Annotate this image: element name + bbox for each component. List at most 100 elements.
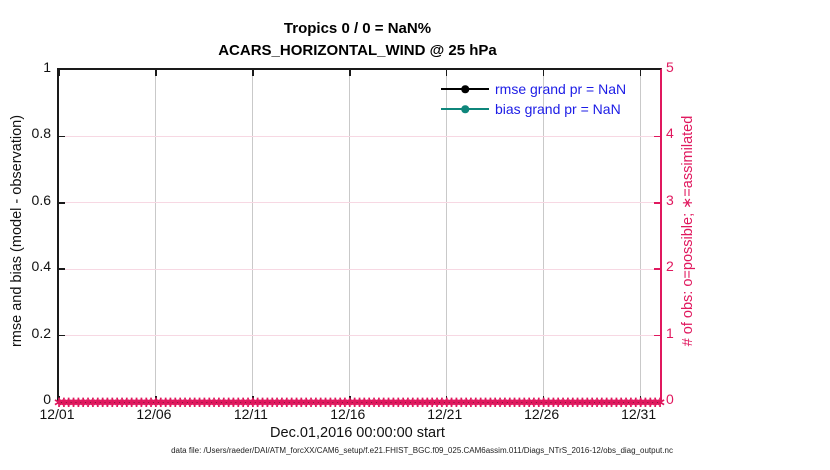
obs-marker: ∗ bbox=[629, 393, 643, 411]
obs-marker: ∗ bbox=[333, 393, 347, 411]
obs-marker: ∗ bbox=[600, 393, 613, 411]
obs-marker: ∗ bbox=[178, 393, 192, 411]
obs-marker: ∗ bbox=[411, 393, 424, 411]
obs-marker: ∗ bbox=[154, 393, 168, 411]
y-tick-mark-right bbox=[654, 334, 660, 337]
obs-marker: ∗ bbox=[110, 393, 124, 411]
legend-line-bias bbox=[441, 105, 489, 113]
y-tick-mark-left bbox=[59, 202, 65, 204]
obs-marker: ∗ bbox=[571, 393, 584, 411]
obs-marker: ∗ bbox=[86, 393, 100, 411]
obs-marker: ∗ bbox=[406, 393, 420, 411]
x-tick-mark-top bbox=[349, 70, 351, 76]
obs-marker: ∗ bbox=[173, 393, 187, 411]
obs-marker: ∗ bbox=[251, 393, 264, 411]
obs-marker: ∗ bbox=[227, 393, 240, 411]
x-tick-mark-top bbox=[155, 70, 157, 76]
y-left-tick-label: 1 bbox=[43, 59, 51, 75]
gridline-vertical bbox=[543, 70, 545, 402]
legend-label-rmse: rmse grand pr = NaN bbox=[495, 81, 627, 97]
obs-marker: ∗ bbox=[372, 393, 386, 411]
obs-marker: ∗ bbox=[440, 393, 454, 411]
y-tick-mark-left bbox=[59, 268, 65, 270]
x-tick-mark-bottom bbox=[155, 396, 157, 402]
obs-marker: ∗ bbox=[125, 393, 138, 411]
obs-marker: ∗ bbox=[527, 393, 541, 411]
y-right-tick-label: 5 bbox=[666, 59, 674, 75]
y-right-tick-label: 3 bbox=[666, 191, 674, 208]
obs-marker: ∗ bbox=[421, 393, 434, 411]
obs-marker: ∗ bbox=[542, 393, 555, 411]
x-tick-label: 12/31 bbox=[621, 406, 657, 422]
obs-marker: ∗ bbox=[241, 393, 255, 411]
gridline-horizontal bbox=[59, 335, 660, 337]
x-tick-label: 12/11 bbox=[233, 406, 268, 422]
x-tick-mark-top bbox=[542, 70, 545, 76]
obs-marker: ∗ bbox=[149, 393, 163, 411]
gridline-horizontal bbox=[59, 268, 660, 270]
obs-marker: ∗ bbox=[513, 393, 526, 411]
obs-marker: ∗ bbox=[522, 393, 536, 411]
obs-marker: ∗ bbox=[362, 393, 376, 411]
obs-marker: ∗ bbox=[430, 393, 444, 411]
y-tick-mark-left bbox=[59, 135, 65, 138]
obs-marker: ∗ bbox=[459, 393, 473, 411]
obs-marker: ∗ bbox=[454, 393, 468, 411]
obs-marker: ∗ bbox=[566, 393, 580, 411]
obs-marker: ∗ bbox=[610, 393, 623, 411]
x-tick-mark-top bbox=[252, 70, 254, 76]
x-tick-label: 12/21 bbox=[427, 406, 463, 422]
obs-marker: ∗ bbox=[653, 393, 667, 411]
obs-marker: ∗ bbox=[222, 393, 235, 411]
obs-marker: ∗ bbox=[358, 393, 371, 411]
obs-marker: ∗ bbox=[377, 393, 390, 411]
obs-marker: ∗ bbox=[159, 393, 172, 411]
plot-area: ∗ ∗ ∗ ∗ ∗ ∗ ∗ ∗ ∗ ∗ ∗ ∗ ∗ ∗ ∗ ∗ ∗ ∗ ∗ ∗ ∗ ∗ ∗ ∗ ∗ ∗ ∗ ∗ ∗ ∗ ∗ ∗ ∗ ∗ ∗ ∗ ∗ ∗ ∗ ∗… bbox=[53, 68, 666, 410]
obs-marker: ∗ bbox=[425, 393, 439, 411]
gridline-vertical bbox=[252, 70, 254, 402]
obs-marker: ∗ bbox=[67, 393, 80, 411]
obs-marker: ∗ bbox=[503, 393, 517, 411]
obs-marker: ∗ bbox=[367, 393, 381, 411]
legend-line-rmse bbox=[441, 85, 489, 93]
legend-item-rmse: rmse grand pr = NaN bbox=[441, 79, 626, 99]
y-left-tick-label: 0 bbox=[43, 391, 51, 407]
obs-marker: ∗ bbox=[280, 393, 294, 411]
obs-marker: ∗ bbox=[488, 393, 502, 411]
obs-marker: ∗ bbox=[416, 393, 429, 411]
y-right-tick-label: 0 bbox=[666, 391, 674, 407]
gridline-horizontal bbox=[59, 135, 660, 137]
obs-marker: ∗ bbox=[81, 393, 95, 411]
obs-marker: ∗ bbox=[72, 393, 85, 411]
obs-marker: ∗ bbox=[304, 393, 318, 411]
obs-marker: ∗ bbox=[474, 393, 487, 411]
y-right-tick-label: 2 bbox=[666, 258, 674, 275]
obs-marker: ∗ bbox=[624, 393, 638, 411]
obs-marker: ∗ bbox=[396, 393, 410, 411]
obs-marker: ∗ bbox=[57, 393, 71, 411]
obs-marker: ∗ bbox=[338, 393, 352, 411]
x-tick-mark-bottom bbox=[58, 396, 60, 402]
obs-marker: ∗ bbox=[391, 393, 405, 411]
x-tick-mark-bottom bbox=[542, 396, 545, 402]
obs-marker: ∗ bbox=[648, 393, 662, 411]
legend-marker-dot-rmse bbox=[461, 85, 469, 93]
obs-marker: ∗ bbox=[435, 393, 449, 411]
obs-marker: ∗ bbox=[290, 393, 303, 411]
figure-subtitle: ACARS_HORIZONTAL_WIND @ 25 hPa bbox=[218, 42, 497, 59]
legend: rmse grand pr = NaN bias grand pr = NaN bbox=[441, 79, 626, 119]
gridline-vertical bbox=[349, 70, 351, 402]
obs-marker: ∗ bbox=[212, 393, 226, 411]
obs-marker: ∗ bbox=[551, 393, 565, 411]
obs-marker: ∗ bbox=[532, 393, 546, 411]
obs-marker: ∗ bbox=[135, 393, 148, 411]
gridline-horizontal bbox=[59, 202, 660, 204]
obs-marker: ∗ bbox=[217, 393, 231, 411]
obs-marker: ∗ bbox=[576, 393, 589, 411]
x-tick-mark-top bbox=[639, 70, 642, 76]
obs-marker: ∗ bbox=[62, 393, 75, 411]
footer-datafile: data file: /Users/raeder/DAI/ATM_forcXX/… bbox=[171, 446, 673, 455]
y-left-tick-label: 0.8 bbox=[31, 125, 51, 142]
obs-marker: ∗ bbox=[198, 393, 211, 411]
